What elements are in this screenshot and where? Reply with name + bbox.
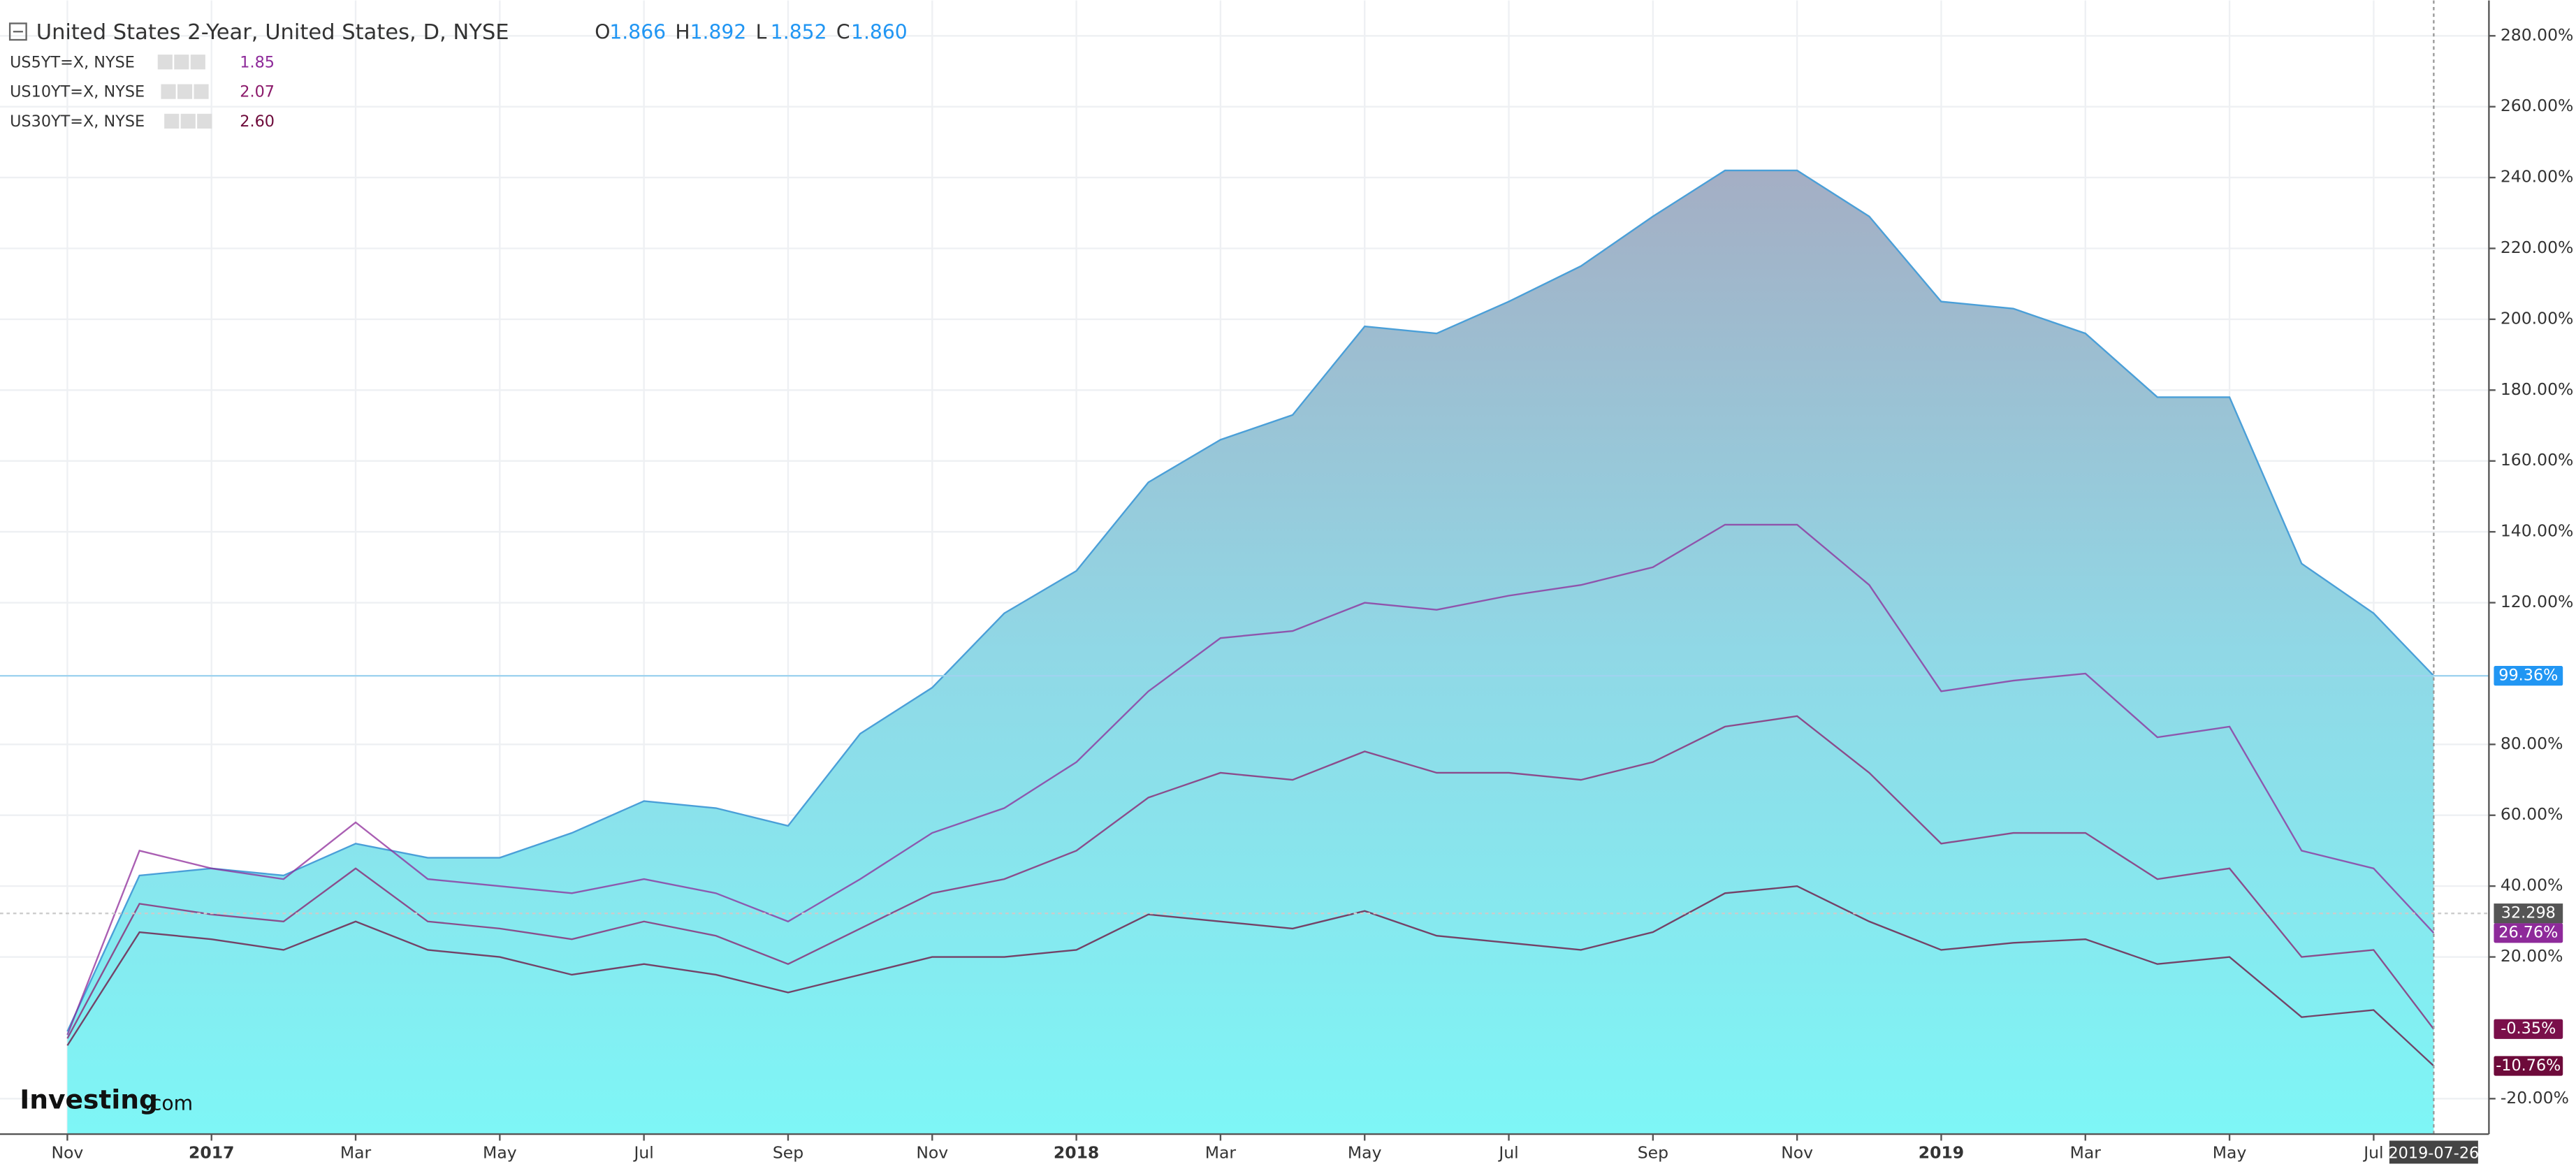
axes: -20.00% 20.00% 40.00% 60.00% 80.00% 120.00% 14… (51, 25, 2573, 1164)
x-tick-label: Jul (632, 1143, 653, 1163)
area (67, 170, 2434, 1135)
y-tick-label: 260.00% (2501, 96, 2574, 115)
y-tick-label: 60.00% (2501, 804, 2563, 824)
price-tag-label: -0.35% (2501, 1019, 2556, 1038)
x-tick-label: May (2213, 1143, 2247, 1163)
legend-value: 1.85 (240, 53, 275, 71)
legend-name: US10YT=X, NYSE (10, 83, 145, 101)
legend-icon (194, 84, 209, 99)
ohlc-value: 1.892 (690, 21, 747, 44)
series-line (66, 169, 2435, 1032)
legend: United States 2-Year, United States, D, … (8, 20, 908, 131)
x-tick-label: May (1348, 1143, 1382, 1163)
legend-icon (177, 84, 193, 99)
series-line (66, 885, 2435, 1067)
crosshair-x-label: 2019-07-26 (2388, 1145, 2479, 1163)
price-tag-label: 99.36% (2498, 667, 2558, 685)
x-tick-label: 2019 (1919, 1143, 1964, 1163)
series-line (66, 715, 2435, 1039)
y-tick-label: 200.00% (2501, 308, 2574, 328)
x-tick-label: May (483, 1143, 517, 1163)
brand: Investing .com (20, 1084, 193, 1115)
x-tick-label: Nov (51, 1143, 83, 1163)
x-tick-label: 2017 (189, 1143, 234, 1163)
x-tick-label: Sep (773, 1143, 803, 1163)
ohlc-value: 1.860 (851, 21, 908, 44)
legend-icon (190, 55, 205, 70)
price-tag (2494, 1056, 2563, 1076)
y-tick-label: 160.00% (2501, 450, 2574, 470)
legend-value: 2.07 (240, 83, 275, 101)
legend-icon (174, 55, 189, 70)
y-tick-label: 40.00% (2501, 876, 2563, 895)
crosshair-x-tag (2389, 1140, 2478, 1164)
y-tick-label: 180.00% (2501, 379, 2574, 399)
crosshair-y-label: 32.298 (2501, 904, 2556, 922)
ohlc-key: C (836, 21, 850, 44)
legend-name: US5YT=X, NYSE (10, 53, 135, 71)
legend-icon (157, 55, 173, 70)
x-tick-label: Jul (1497, 1143, 1518, 1163)
plot (0, 0, 2489, 1135)
y-tick-label: 140.00% (2501, 521, 2574, 541)
x-tick-label: 2018 (1054, 1143, 1099, 1163)
brand-suffix: .com (145, 1092, 193, 1115)
ohlc-key: O (595, 21, 610, 44)
y-tick-label: 20.00% (2501, 946, 2563, 966)
ohlc-key: H (675, 21, 690, 44)
price-tag (2494, 923, 2563, 943)
legend-icon (164, 113, 180, 129)
y-tick-label: 120.00% (2501, 592, 2574, 611)
y-tick-label: 280.00% (2501, 25, 2574, 45)
price-tag-label: -10.76% (2496, 1057, 2561, 1075)
x-tick-label: Jul (2362, 1143, 2383, 1163)
legend-name: US30YT=X, NYSE (10, 112, 145, 131)
x-tick-label: Nov (1781, 1143, 1813, 1163)
collapse-icon[interactable] (8, 22, 27, 41)
x-tick-label: Nov (916, 1143, 948, 1163)
ohlc-value: 1.866 (609, 21, 666, 44)
price-tag (2494, 666, 2563, 686)
legend-icon (161, 84, 176, 99)
main-title: United States 2-Year, United States, D, … (36, 20, 509, 45)
brand-name: Investing (20, 1084, 158, 1115)
legend-icon (180, 113, 196, 129)
price-tag-label: 26.76% (2498, 924, 2558, 942)
legend-value: 2.60 (240, 112, 275, 131)
x-tick-label: Mar (340, 1143, 372, 1163)
price-tag (2494, 1019, 2563, 1039)
x-tick-label: Mar (1205, 1143, 1237, 1163)
y-tick-label: 220.00% (2501, 238, 2574, 257)
y-tick-label: 240.00% (2501, 167, 2574, 187)
ohlc-key: L (756, 21, 767, 44)
x-tick-label: Mar (2070, 1143, 2102, 1163)
x-tick-label: Sep (1638, 1143, 1668, 1163)
legend-icon (197, 113, 212, 129)
y-tick-label: 80.00% (2501, 734, 2563, 753)
series-line (66, 523, 2435, 1036)
ohlc-value: 1.852 (771, 21, 827, 44)
y-tick-label: -20.00% (2501, 1088, 2569, 1108)
crosshair-y-tag (2494, 903, 2563, 924)
